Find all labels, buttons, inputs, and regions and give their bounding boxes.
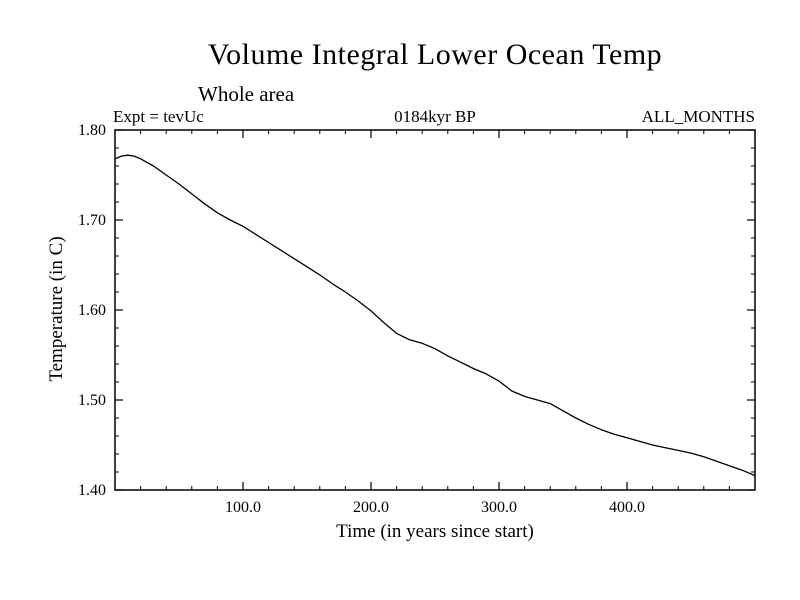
y-tick-label: 1.40 [78, 482, 106, 499]
x-tick-label: 100.0 [225, 499, 261, 516]
y-tick-label: 1.50 [78, 392, 106, 409]
chart-subtitle: Whole area [198, 82, 295, 106]
experiment-label: Expt = tevUc [113, 107, 204, 126]
period-label: 0184kyr BP [394, 107, 476, 126]
temperature-line [114, 154, 756, 477]
y-tick-label: 1.60 [78, 302, 106, 319]
x-tick-label: 300.0 [481, 499, 517, 516]
months-label: ALL_MONTHS [641, 107, 755, 126]
x-tick-label: 200.0 [353, 499, 389, 516]
y-tick-label: 1.70 [78, 212, 106, 229]
chart-title: Volume Integral Lower Ocean Temp [207, 38, 663, 71]
y-axis-label: Temperature (in C) [46, 236, 67, 382]
x-tick-label: 400.0 [609, 499, 645, 516]
x-axis-label: Time (in years since start) [336, 521, 534, 542]
plot-frame [114, 129, 756, 491]
y-tick-label: 1.80 [78, 122, 106, 139]
